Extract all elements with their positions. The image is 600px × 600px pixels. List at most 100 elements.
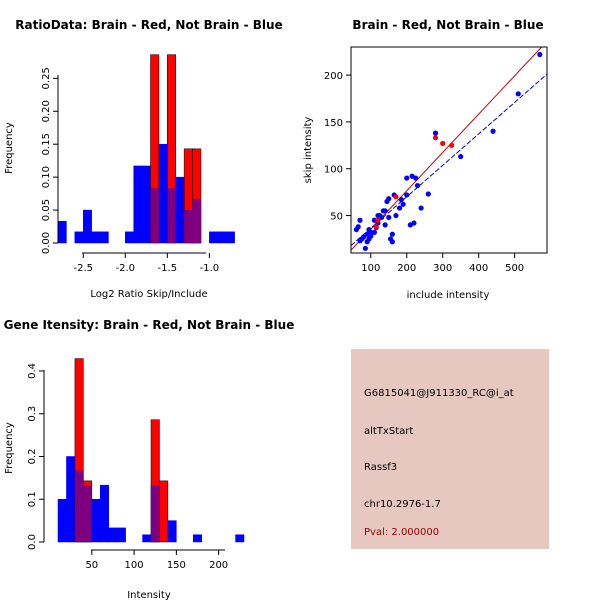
point-not-brain bbox=[490, 128, 496, 134]
bar-not-brain bbox=[209, 231, 219, 244]
bar-not-brain bbox=[116, 527, 126, 543]
bar-overlap bbox=[74, 470, 84, 542]
bar-not-brain bbox=[108, 527, 118, 543]
intensity-histogram-x-ticks: 50 100 150 200 bbox=[85, 550, 228, 571]
x-tick-label: 500 bbox=[505, 263, 524, 274]
scatter-plot-frame bbox=[350, 46, 548, 254]
x-tick-label: 400 bbox=[469, 263, 488, 274]
scatter-points bbox=[353, 51, 543, 251]
y-tick-label: 0.15 bbox=[41, 133, 52, 155]
bar-not-brain bbox=[193, 534, 202, 543]
point-not-brain bbox=[375, 212, 381, 219]
point-not-brain bbox=[384, 198, 390, 205]
bar-not-brain bbox=[100, 484, 109, 543]
bar-not-brain bbox=[82, 209, 92, 244]
x-tick-label: 200 bbox=[209, 560, 228, 571]
intensity-scatter: Brain - Red, Not Brain - Blue 50 100 150 20… bbox=[303, 18, 548, 301]
y-tick-label: 0.05 bbox=[41, 199, 52, 221]
point-not-brain bbox=[398, 197, 404, 203]
y-tick-label: 0.25 bbox=[41, 67, 52, 89]
point-not-brain bbox=[432, 130, 439, 136]
info-panel-background bbox=[351, 349, 549, 549]
point-not-brain bbox=[537, 51, 543, 58]
point-not-brain bbox=[414, 182, 421, 189]
point-not-brain bbox=[400, 201, 406, 207]
bar-not-brain bbox=[66, 456, 76, 543]
point-not-brain bbox=[380, 208, 386, 214]
scatter-ylabel: skip intensity bbox=[303, 117, 314, 184]
bar-not-brain bbox=[175, 176, 185, 244]
y-tick-label: 150 bbox=[324, 118, 343, 129]
y-tick-label: 100 bbox=[324, 165, 343, 176]
x-tick-label: 50 bbox=[85, 560, 98, 571]
bar-overlap bbox=[151, 485, 160, 542]
intensity-histogram: Gene Itensity: Brain - Red, Not Brain - … bbox=[4, 318, 295, 600]
bar-not-brain bbox=[99, 231, 109, 244]
ratio-histogram-ylabel: Frequency bbox=[4, 122, 15, 174]
scatter-y-ticks: 50 100 150 200 bbox=[324, 71, 351, 223]
gene-name: Rassf3 bbox=[364, 462, 397, 473]
point-not-brain bbox=[382, 222, 388, 228]
y-tick-label: 50 bbox=[330, 212, 343, 223]
point-not-brain bbox=[425, 191, 431, 197]
bar-not-brain bbox=[217, 231, 227, 244]
bar-not-brain bbox=[158, 143, 168, 244]
bar-not-brain bbox=[167, 520, 177, 543]
scatter-xlabel: include intensity bbox=[407, 290, 490, 301]
y-tick-label: 0.00 bbox=[41, 232, 52, 254]
bar-not-brain bbox=[125, 231, 134, 244]
point-not-brain bbox=[393, 212, 399, 219]
y-tick-label: 0.2 bbox=[27, 449, 38, 465]
ratio-histogram-x-ticks: -2.5 -2.0 -1.5 -1.0 bbox=[73, 253, 219, 274]
point-not-brain bbox=[371, 217, 377, 223]
probe-id: G6815041@J911330_RC@i_at bbox=[364, 388, 514, 399]
y-tick-label: 200 bbox=[324, 71, 343, 82]
point-not-brain bbox=[409, 173, 415, 179]
point-not-brain bbox=[389, 231, 395, 237]
point-not-brain bbox=[357, 217, 363, 223]
intensity-histogram-ylabel: Frequency bbox=[4, 422, 15, 474]
y-tick-label: 0.3 bbox=[27, 406, 38, 422]
x-tick-label: -2.0 bbox=[116, 263, 136, 274]
ratio-histogram: RatioData: Brain - Red, Not Brain - Blue… bbox=[4, 18, 283, 300]
y-tick-label: 0.0 bbox=[27, 534, 38, 550]
ratio-histogram-xlabel: Log2 Ratio Skip/Include bbox=[90, 289, 207, 300]
point-brain bbox=[449, 142, 455, 148]
bar-not-brain bbox=[57, 221, 67, 244]
bar-not-brain bbox=[57, 498, 67, 543]
ratio-histogram-bars bbox=[57, 54, 235, 244]
y-tick-label: 0.10 bbox=[41, 166, 52, 188]
point-not-brain bbox=[404, 192, 410, 198]
point-not-brain bbox=[362, 245, 368, 251]
bar-overlap bbox=[167, 188, 176, 243]
point-not-brain bbox=[411, 220, 417, 226]
bar-not-brain bbox=[91, 231, 101, 244]
x-tick-label: 200 bbox=[397, 263, 416, 274]
bar-not-brain bbox=[74, 231, 84, 244]
ratio-histogram-title: RatioData: Brain - Red, Not Brain - Blue bbox=[15, 18, 282, 32]
bar-overlap bbox=[150, 188, 159, 243]
x-tick-label: -1.0 bbox=[200, 263, 220, 274]
bar-overlap bbox=[83, 485, 92, 542]
bar-not-brain bbox=[91, 498, 101, 543]
intensity-histogram-title: Gene Itensity: Brain - Red, Not Brain - … bbox=[4, 318, 295, 332]
point-not-brain bbox=[515, 91, 521, 97]
point-brain bbox=[432, 135, 439, 141]
point-not-brain bbox=[364, 239, 370, 245]
y-tick-label: 0.20 bbox=[41, 100, 52, 122]
point-not-brain bbox=[387, 236, 394, 242]
point-not-brain bbox=[404, 175, 410, 181]
bar-not-brain bbox=[235, 534, 245, 543]
bar-overlap bbox=[192, 198, 201, 243]
intensity-histogram-y-ticks: 0.0 0.1 0.2 0.3 0.4 bbox=[27, 363, 44, 550]
point-not-brain bbox=[366, 226, 372, 233]
x-tick-label: 300 bbox=[433, 263, 452, 274]
y-tick-label: 0.1 bbox=[27, 491, 38, 507]
point-not-brain bbox=[458, 153, 464, 160]
x-tick-label: 150 bbox=[167, 560, 186, 571]
bar-brain bbox=[159, 480, 169, 543]
y-tick-label: 0.4 bbox=[27, 363, 38, 379]
point-brain bbox=[393, 194, 399, 200]
pval-text: Pval: 2.000000 bbox=[364, 527, 439, 538]
